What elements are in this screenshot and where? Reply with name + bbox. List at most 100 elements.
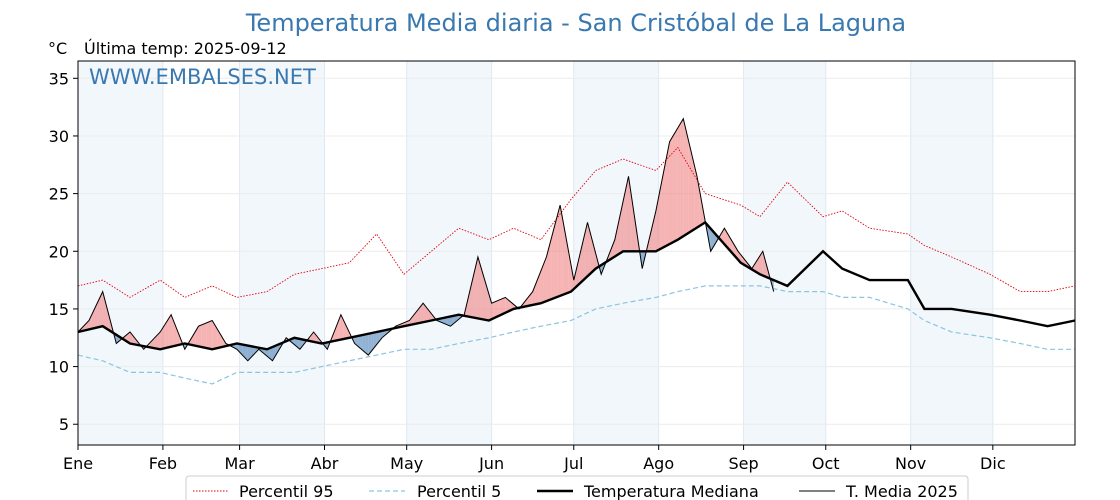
plot-frame (77, 60, 1076, 446)
fill-above-median (683, 118, 687, 237)
x-tick-label: Ago (643, 454, 674, 473)
fill-below-median (450, 315, 454, 327)
fill-above-median (83, 323, 87, 331)
fill-above-median (414, 310, 418, 324)
x-tick-label: Sep (729, 454, 759, 473)
fill-above-median (340, 314, 344, 340)
month-band (743, 61, 826, 445)
fill-below-median (710, 228, 714, 252)
series-p5-line (77, 285, 1075, 385)
fill-below-median (362, 334, 366, 353)
fill-above-median (614, 227, 618, 257)
fill-above-median (132, 335, 136, 345)
fill-above-median (157, 332, 161, 350)
fill-above-median (529, 291, 533, 306)
fill-above-median (691, 153, 695, 232)
series-median-line (77, 220, 1076, 351)
fill-above-median (195, 326, 199, 347)
fill-above-median (217, 329, 221, 348)
fill-above-median (154, 334, 158, 349)
fill-above-median (204, 322, 207, 349)
legend-label-p5: Percentil 5 (417, 482, 501, 500)
fill-above-median (486, 284, 489, 321)
fill-above-median (491, 302, 495, 320)
fill-below-median (275, 344, 278, 357)
fill-above-median (97, 297, 100, 328)
fill-above-median (176, 328, 180, 346)
fill-above-median (760, 251, 763, 276)
fill-above-median (99, 291, 103, 327)
fill-above-median (757, 255, 760, 275)
y-tick-label: 20 (49, 242, 69, 261)
x-tick-label: Feb (149, 454, 177, 473)
fill-below-median (324, 342, 328, 350)
fill-above-median (623, 189, 626, 252)
fill-above-median (612, 239, 615, 259)
fill-above-median (431, 313, 435, 321)
fill-above-median (664, 155, 667, 247)
x-tick-label: Oct (812, 454, 840, 473)
fill-below-median (365, 333, 369, 356)
fill-below-median (297, 338, 300, 350)
series-2025-line (77, 117, 775, 362)
fill-above-median (417, 306, 421, 324)
fill-above-median (565, 235, 569, 294)
fill-above-median (658, 183, 662, 250)
y-tick-label: 30 (49, 127, 69, 146)
month-bands (78, 61, 993, 445)
fill-below-median (360, 334, 363, 351)
fill-above-median (554, 215, 558, 298)
fill-above-median (332, 328, 336, 342)
fill-below-median (236, 343, 240, 353)
fill-below-median (245, 345, 248, 361)
fill-below-median (368, 333, 372, 356)
anomaly-fills (78, 118, 774, 361)
x-tick-label: May (390, 454, 423, 473)
fill-above-median (677, 123, 681, 240)
fill-above-median (669, 137, 673, 245)
fill-below-median (247, 345, 251, 361)
fill-below-median (250, 346, 254, 358)
fill-above-median (162, 323, 166, 349)
fill-below-median (242, 344, 246, 358)
fill-above-median (420, 303, 424, 323)
fill-above-median (494, 300, 498, 318)
last-temp-label: Última temp: 2025-09-12 (84, 39, 287, 58)
fill-above-median (149, 340, 152, 348)
fill-above-median (571, 265, 574, 292)
fill-above-median (592, 243, 596, 272)
fill-above-median (425, 306, 429, 322)
x-tick-label: Abr (311, 454, 339, 473)
fill-above-median (675, 127, 678, 242)
x-tick-label: Nov (895, 454, 926, 473)
fill-above-median (724, 228, 728, 248)
fill-above-median (165, 319, 169, 348)
fill-below-median (447, 316, 451, 327)
fill-above-median (466, 291, 470, 317)
fill-above-median (532, 284, 536, 305)
y-axis: 5 10 15 20 25 30 35 (49, 69, 78, 434)
y-tick-label: 5 (59, 415, 69, 434)
fill-above-median (127, 332, 130, 344)
legend: Percentil 95 Percentil 5 Temperatura Med… (185, 475, 969, 500)
fill-below-median (299, 338, 303, 350)
y-tick-label: 15 (49, 300, 69, 319)
fill-above-median (582, 234, 585, 282)
fill-above-median (666, 141, 670, 246)
fill-above-median (557, 205, 561, 297)
fill-above-median (472, 268, 476, 318)
fill-above-median (477, 257, 481, 319)
fill-above-median (562, 220, 566, 295)
fill-above-median (220, 334, 224, 348)
series-p95-line (77, 146, 1076, 298)
watermark: WWW.EMBALSES.NET (89, 65, 316, 89)
month-band (910, 61, 993, 445)
fill-above-median (316, 335, 319, 343)
y-tick-label: 25 (49, 185, 69, 204)
grid-lines (78, 61, 1075, 445)
series-lines (77, 117, 1076, 385)
fill-below-median (269, 347, 273, 361)
fill-above-median (568, 250, 571, 293)
y-unit-label: °C (48, 39, 67, 58)
fill-above-median (483, 275, 487, 320)
